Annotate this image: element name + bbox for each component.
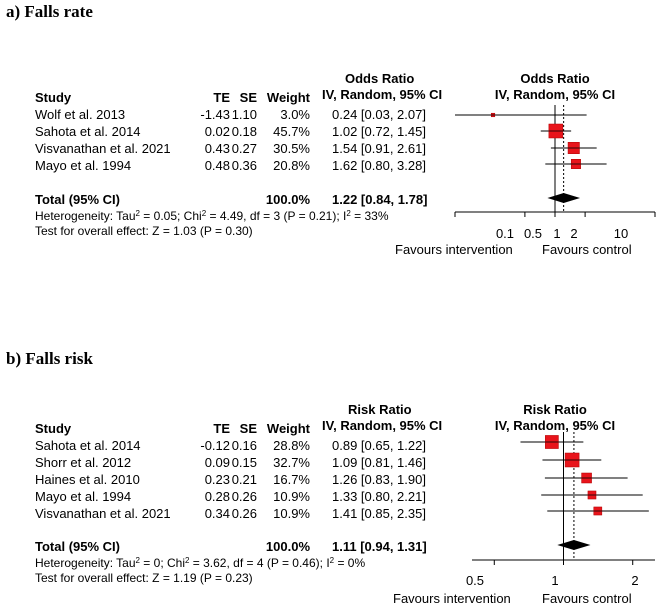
panel-b-total-ci: 1.11 [0.94, 1.31]	[332, 539, 427, 554]
table-row-ci: 1.62 [0.80, 3.28]	[332, 158, 426, 173]
panel-a-col-weight: Weight	[266, 90, 310, 105]
table-row-study: Haines et al. 2010	[35, 472, 140, 487]
panel-b-col-te: TE	[213, 421, 230, 436]
panel-a-tick-label: 2	[570, 226, 578, 241]
table-row-study: Shorr et al. 2012	[35, 455, 132, 470]
table-row-ci: 1.41 [0.85, 2.35]	[332, 506, 426, 521]
table-row-ci: 0.89 [0.65, 1.22]	[332, 438, 426, 453]
table-row-te: 0.28	[204, 489, 230, 504]
table-row-se: 0.21	[231, 472, 257, 487]
table-row-ci: 1.02 [0.72, 1.45]	[332, 124, 426, 139]
panel-a-total-ci: 1.22 [0.84, 1.78]	[332, 192, 428, 207]
pooled-diamond	[557, 540, 591, 550]
table-row-weight: 30.5%	[273, 141, 310, 156]
table-row-weight: 32.7%	[273, 455, 310, 470]
panel-b-overall-effect: Test for overall effect: Z = 1.19 (P = 0…	[35, 571, 253, 585]
panel-b-favours-right: Favours control	[542, 591, 632, 606]
pooled-diamond	[547, 193, 581, 203]
panel-a-col-se: SE	[239, 90, 257, 105]
table-row-weight: 16.7%	[273, 472, 310, 487]
table-row-te: 0.09	[204, 455, 230, 470]
table-row-study: Wolf et al. 2013	[35, 107, 126, 122]
panel-b-col-se: SE	[239, 421, 257, 436]
table-row-se: 0.36	[231, 158, 257, 173]
table-row-se: 0.16	[231, 438, 257, 453]
panel-b-col-weight: Weight	[266, 421, 310, 436]
table-row-te: 0.48	[204, 158, 230, 173]
panel-a-total-label: Total (95% CI)	[35, 192, 120, 207]
table-row-weight: 28.8%	[273, 438, 310, 453]
panel-b-total-label: Total (95% CI)	[35, 539, 120, 554]
panel-a-favours-right: Favours control	[542, 242, 632, 257]
table-row-se: 0.26	[231, 506, 257, 521]
panel-a-plot-method-header: IV, Random, 95% CI	[494, 87, 616, 102]
table-row-weight: 10.9%	[273, 489, 310, 504]
table-row-study: Sahota et al. 2014	[35, 438, 141, 453]
panel-b-title: b) Falls risk	[6, 349, 93, 368]
table-row-weight: 10.9%	[273, 506, 310, 521]
panel-a-tick-label: 1	[553, 226, 561, 241]
table-row-study: Visvanathan et al. 2021	[35, 141, 171, 156]
panel-b-tick-label: 0.5	[465, 573, 485, 588]
panel-b-heterogeneity: Heterogeneity: Tau2 = 0; Chi2 = 3.62, df…	[35, 556, 366, 570]
table-row-te: -0.12	[200, 438, 230, 453]
table-row-te: 0.23	[204, 472, 230, 487]
panel-a-tick-label: 0.5	[523, 226, 543, 241]
panel-a-title: a) Falls rate	[6, 2, 93, 21]
panel-b-measure-header: Risk Ratio	[348, 402, 412, 417]
panel-a-favours-left: Favours intervention	[395, 242, 513, 257]
panel-b-col-study: Study	[35, 421, 72, 436]
panel-b-tick-label: 2	[631, 573, 639, 588]
panel-b-total-weight: 100.0%	[265, 539, 310, 554]
table-row-weight: 45.7%	[273, 124, 310, 139]
panel-a-overall-effect: Test for overall effect: Z = 1.03 (P = 0…	[35, 224, 253, 238]
panel-a-col-study: Study	[35, 90, 72, 105]
table-row-study: Mayo et al. 1994	[35, 158, 132, 173]
table-row-se: 0.15	[231, 455, 257, 470]
table-row-se: 0.26	[231, 489, 257, 504]
panel-b-method-header: IV, Random, 95% CI	[322, 418, 443, 433]
panel-b-plot-measure-header: Risk Ratio	[523, 402, 587, 417]
table-row-ci: 1.09 [0.81, 1.46]	[332, 455, 426, 470]
table-row-te: -1.43	[200, 107, 230, 122]
panel-a-measure-header: Odds Ratio	[345, 71, 415, 86]
panel-b-favours-left: Favours intervention	[393, 591, 511, 606]
table-row-study: Mayo et al. 1994	[35, 489, 132, 504]
table-row-weight: 20.8%	[273, 158, 310, 173]
table-row-ci: 1.54 [0.91, 2.61]	[332, 141, 426, 156]
table-row-ci: 1.33 [0.80, 2.21]	[332, 489, 426, 504]
table-row-te: 0.43	[204, 141, 230, 156]
table-row-te: 0.34	[204, 506, 230, 521]
table-row-weight: 3.0%	[280, 107, 310, 122]
panel-b-tick-label: 1	[551, 573, 559, 588]
panel-a-total-weight: 100.0%	[265, 192, 310, 207]
table-row-se: 0.27	[231, 141, 257, 156]
table-row-study: Visvanathan et al. 2021	[35, 506, 171, 521]
table-row-study: Sahota et al. 2014	[35, 124, 141, 139]
panel-a-plot-measure-header: Odds Ratio	[520, 71, 590, 86]
table-row-se: 0.18	[231, 124, 257, 139]
table-row-te: 0.02	[204, 124, 230, 139]
panel-a-tick-label: 10	[613, 226, 629, 241]
panel-b-plot-method-header: IV, Random, 95% CI	[494, 418, 616, 433]
panel-a-col-te: TE	[213, 90, 230, 105]
panel-a-method-header: IV, Random, 95% CI	[322, 87, 443, 102]
table-row-se: 1.10	[231, 107, 257, 122]
table-row-ci: 0.24 [0.03, 2.07]	[332, 107, 426, 122]
panel-a-tick-label: 0.1	[495, 226, 515, 241]
panel-a-heterogeneity: Heterogeneity: Tau2 = 0.05; Chi2 = 4.49,…	[35, 209, 389, 223]
table-row-ci: 1.26 [0.83, 1.90]	[332, 472, 426, 487]
